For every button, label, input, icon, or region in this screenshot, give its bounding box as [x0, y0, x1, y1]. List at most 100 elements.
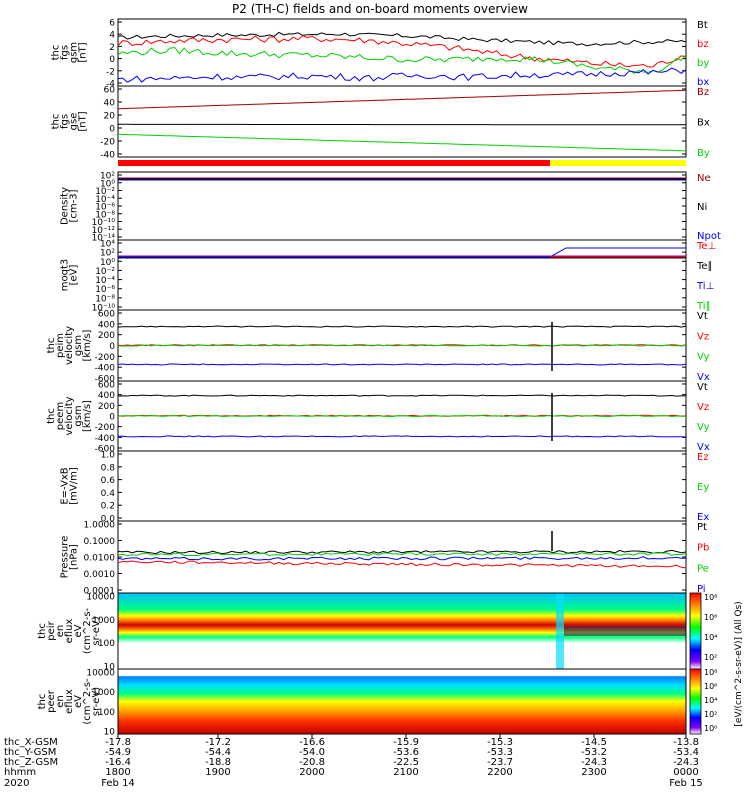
- legend-entry: Npot: [697, 231, 721, 242]
- panel-ylabel: peim: [55, 333, 66, 358]
- panel-ylabel: [mV/m]: [69, 467, 80, 505]
- legend-entry: Pt: [697, 522, 707, 533]
- series-line-by: [117, 46, 687, 74]
- panel-ylabel: eV: [73, 695, 84, 708]
- colorbar-peer: [689, 668, 702, 735]
- y-tick-label: -200: [95, 353, 116, 363]
- panel-ylabel: gsm: [69, 42, 80, 63]
- panel-ylabel: E=-VxB: [60, 467, 71, 504]
- panel-pressure: Pressure[nPa] 1.0000 0.1000 0.0100 0.0010 0.0…: [60, 520, 709, 597]
- x-axis-value: -22.5: [393, 757, 419, 768]
- y-tick-label: 600: [98, 310, 115, 320]
- panel-efield: E=-VxB[mV/m] 1.0 0.8 0.6 0.4 0.2 0.0 Ez Ey Ex: [60, 450, 709, 525]
- legend-entry: Pe: [697, 563, 709, 574]
- x-axis-row-label: thc_X-GSM: [4, 737, 58, 748]
- peir-spectrogram-burst: [556, 593, 564, 669]
- x-axis-value: 2000: [299, 767, 324, 778]
- x-axis-value: 1800: [105, 767, 130, 778]
- colorbar-peir-gradient: [689, 592, 702, 670]
- panel-ylabel: (cm^2-s-: [82, 607, 93, 654]
- y-tick-label: 10⁰: [100, 258, 115, 268]
- x-axis-value: -15.9: [393, 737, 419, 748]
- y-tick-label: 0: [109, 413, 115, 423]
- colorbar-tick-label: 10²: [704, 653, 717, 662]
- y-tick-label: 10⁻²: [95, 187, 115, 197]
- x-axis-value: -54.9: [105, 747, 131, 758]
- y-tick-label: 1000: [92, 616, 115, 626]
- panel-ylabel: (cm^2-s-: [82, 678, 93, 725]
- x-axis-value: -53.3: [487, 747, 513, 758]
- y-tick-label: 200: [98, 402, 115, 412]
- y-tick-label: 10: [104, 728, 116, 738]
- panel-ylabel: peem: [55, 402, 66, 430]
- panel-ylabel: velocity: [64, 396, 75, 435]
- y-tick-label: 0.0100: [84, 554, 116, 564]
- x-axis-date-start: Feb 14: [101, 778, 135, 789]
- series-line-By: [117, 133, 687, 152]
- x-axis-row-label: thc_Z-GSM: [4, 757, 58, 768]
- y-tick-label: 400: [98, 320, 115, 330]
- y-tick-label: 10⁻⁸: [95, 210, 115, 220]
- y-tick-label: 2: [109, 43, 115, 53]
- series-line-Vt: [117, 325, 687, 328]
- panel-ylabel: gse: [69, 113, 80, 131]
- x-axis-value: 2200: [487, 767, 512, 778]
- y-tick-label: -400: [95, 434, 116, 444]
- x-axis-value: -54.4: [205, 747, 231, 758]
- y-tick-label: -200: [95, 423, 116, 433]
- panel-ylabel: Pressure: [60, 536, 71, 579]
- y-tick-label: 0.8: [101, 463, 116, 473]
- panel-frame: [117, 18, 687, 87]
- legend-entry: Te∥: [696, 261, 713, 272]
- y-tick-label: 0.4: [101, 489, 116, 499]
- y-tick-label: 10: [104, 663, 116, 673]
- panel-ylabel: eflux: [64, 689, 75, 714]
- legend-entry: Vx: [697, 372, 710, 383]
- x-axis-value: -15.3: [487, 737, 513, 748]
- x-axis-value: -16.4: [105, 757, 131, 768]
- y-tick-label: 0: [109, 55, 115, 65]
- y-tick-label: 10⁻⁴: [95, 276, 115, 286]
- y-tick-label: 10²: [100, 249, 115, 259]
- legend-entry: Vz: [697, 331, 709, 342]
- x-axis-row-label: hhmm: [4, 767, 36, 778]
- colorbar-tick-label: 10⁴: [704, 696, 717, 705]
- panel-frame: [117, 85, 687, 158]
- y-tick-label: 1.0: [101, 451, 116, 461]
- x-axis-value: -20.8: [299, 757, 325, 768]
- quality-bar-yellow-segment: [550, 160, 686, 166]
- panel-ylabel: gsm: [73, 335, 84, 356]
- legend-entry: By: [697, 148, 710, 159]
- y-tick-label: -40: [100, 151, 115, 161]
- panel-ylabel: peir: [46, 620, 57, 640]
- x-axis-value: -53.4: [673, 747, 699, 758]
- y-tick-label: 0.1000: [84, 537, 116, 547]
- y-tick-label: 10⁻⁴: [95, 195, 115, 205]
- legend-entry: Vx: [697, 442, 710, 453]
- y-tick-label: 0.0: [101, 515, 116, 525]
- y-tick-label: 40: [104, 99, 116, 109]
- panel-ylabel: moqt3: [60, 259, 71, 292]
- y-tick-label: 600: [98, 381, 115, 391]
- series-line-Vx: [117, 363, 687, 366]
- series-line-Bz: [117, 89, 687, 110]
- panel-ylabel: [nT]: [78, 111, 89, 131]
- y-tick-label: 10000: [86, 593, 115, 603]
- panel-ylabel: thc: [51, 114, 62, 130]
- series-line-bz: [117, 35, 687, 68]
- peir-spectrogram: [117, 592, 687, 670]
- legend-entry: Ni: [697, 202, 707, 213]
- colorbar-peer-gradient: [689, 668, 702, 735]
- y-tick-label: 10⁻¹²: [92, 226, 116, 236]
- y-tick-label: 10⁻⁸: [95, 294, 115, 304]
- panel-ylabel: [km/s]: [82, 400, 93, 432]
- legend-entry: Vt: [697, 382, 708, 393]
- y-tick-label: 10⁻¹⁰: [92, 218, 116, 228]
- y-tick-label: -600: [95, 375, 116, 385]
